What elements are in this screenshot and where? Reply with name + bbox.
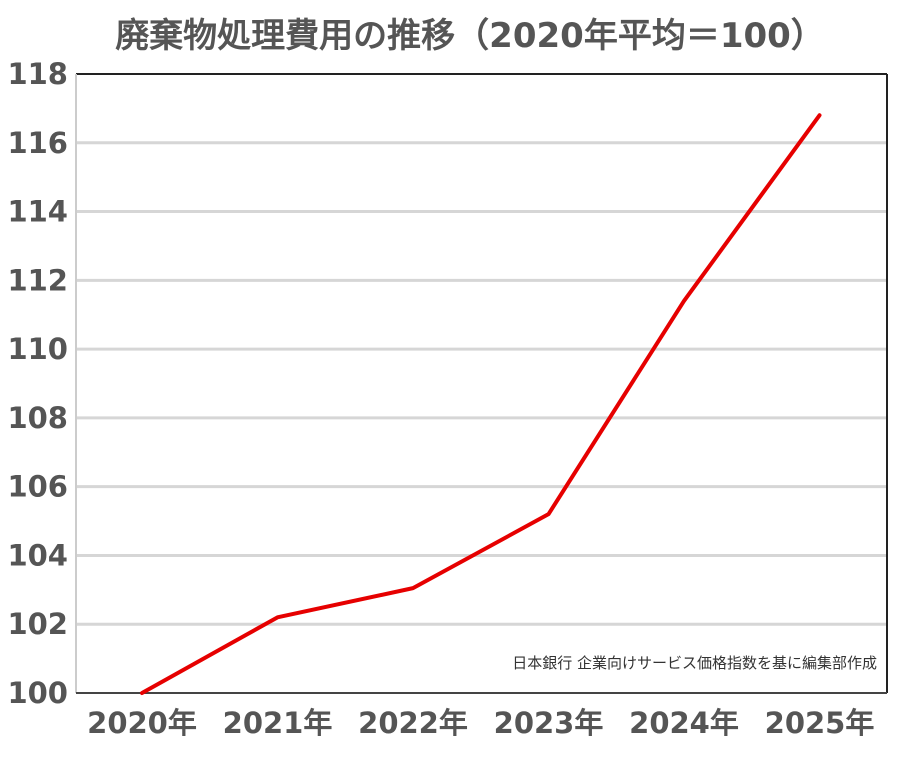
y-axis-ticks: 100 102 104 106 108 110 112 114 116 118	[7, 57, 68, 710]
x-tick-label: 2025年	[765, 706, 875, 740]
x-tick-label: 2024年	[629, 706, 739, 740]
series-line	[140, 113, 822, 695]
y-tick-label: 114	[7, 195, 68, 229]
y-tick-label: 106	[7, 470, 68, 504]
source-annotation: 日本銀行 企業向けサービス価格指数を基に編集部作成	[512, 654, 877, 672]
y-tick-label: 118	[7, 57, 68, 91]
x-tick-label: 2020年	[87, 706, 197, 740]
y-tick-label: 110	[7, 332, 68, 366]
chart-title: 廃棄物処理費用の推移（2020年平均＝100）	[115, 16, 825, 56]
y-tick-label: 108	[7, 401, 68, 435]
y-tick-label: 104	[7, 538, 68, 572]
y-tick-label: 102	[7, 607, 68, 641]
gridlines	[76, 141, 887, 626]
x-tick-label: 2023年	[494, 706, 604, 740]
series-layer	[140, 113, 822, 695]
y-tick-label: 112	[7, 263, 68, 297]
x-axis-ticks: 2020年 2021年 2022年 2023年 2024年 2025年	[87, 706, 874, 740]
x-tick-label: 2022年	[358, 706, 468, 740]
x-tick-label: 2021年	[223, 706, 333, 740]
y-tick-label: 116	[7, 126, 68, 160]
axes	[75, 73, 888, 694]
y-tick-label: 100	[7, 676, 68, 710]
